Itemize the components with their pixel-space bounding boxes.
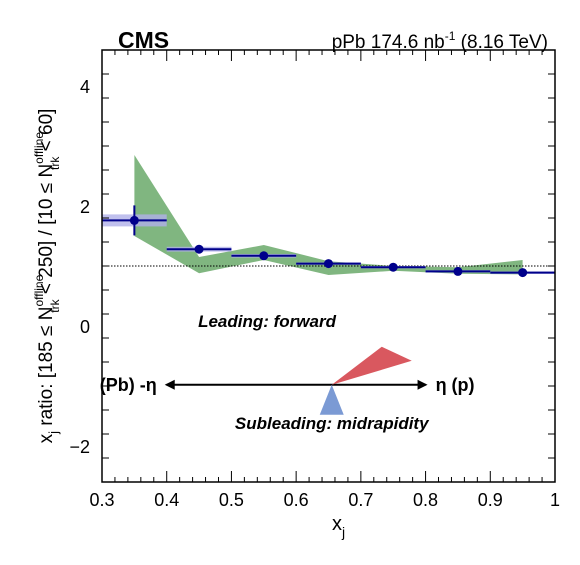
x-tick-label: 1 xyxy=(550,490,560,510)
y-tick-label: 0 xyxy=(80,317,90,337)
y-tick-label: 4 xyxy=(80,77,90,97)
model-band xyxy=(134,155,523,275)
eta-arrow-left-icon xyxy=(164,379,175,390)
leading-jet-cone xyxy=(331,346,412,385)
inset-diagram: Leading: forward Subleading: midrapidity (… xyxy=(100,312,475,433)
left-eta-label: (Pb) -η xyxy=(100,375,157,395)
eta-arrow-right-icon xyxy=(417,379,428,390)
x-tick-label: 0.5 xyxy=(219,490,244,510)
x-tick-label: 0.8 xyxy=(413,490,438,510)
data-points-layer xyxy=(102,205,555,278)
y-tick-label: −2 xyxy=(69,437,90,457)
data-point-1 xyxy=(194,244,204,254)
subleading-jet-cone xyxy=(319,384,344,415)
x-tick-label: 0.3 xyxy=(89,490,114,510)
experiment-label: CMS xyxy=(118,27,169,53)
x-tick-label: 0.9 xyxy=(478,490,503,510)
data-point-4 xyxy=(388,262,398,272)
x-tick-label: 0.7 xyxy=(348,490,373,510)
luminosity-label: pPb 174.6 nb-1 (8.16 TeV) xyxy=(332,29,548,53)
x-axis-label: xj xyxy=(332,513,345,540)
data-point-2 xyxy=(259,251,269,261)
y-tick-label: 2 xyxy=(80,197,90,217)
subleading-label: Subleading: midrapidity xyxy=(235,414,430,433)
plot-frame xyxy=(101,49,556,483)
model-band-layer xyxy=(134,155,523,275)
data-point-5 xyxy=(453,266,463,276)
x-tick-label: 0.6 xyxy=(284,490,309,510)
data-point-6 xyxy=(518,268,528,278)
x-tick-label: 0.4 xyxy=(154,490,179,510)
leading-label: Leading: forward xyxy=(198,312,337,331)
y-axis-label: xj ratio: [185 ≤ Noffline trk < 250] / [1… xyxy=(32,109,62,444)
text-layer: 0.3 0.4 0.5 0.6 0.7 0.8 0.9 1 −2 0 2 4 CMS pPb 174.6 … xyxy=(32,27,560,540)
data-point-0 xyxy=(129,215,139,225)
right-eta-label: η (p) xyxy=(436,375,475,395)
data-point-3 xyxy=(324,259,333,269)
